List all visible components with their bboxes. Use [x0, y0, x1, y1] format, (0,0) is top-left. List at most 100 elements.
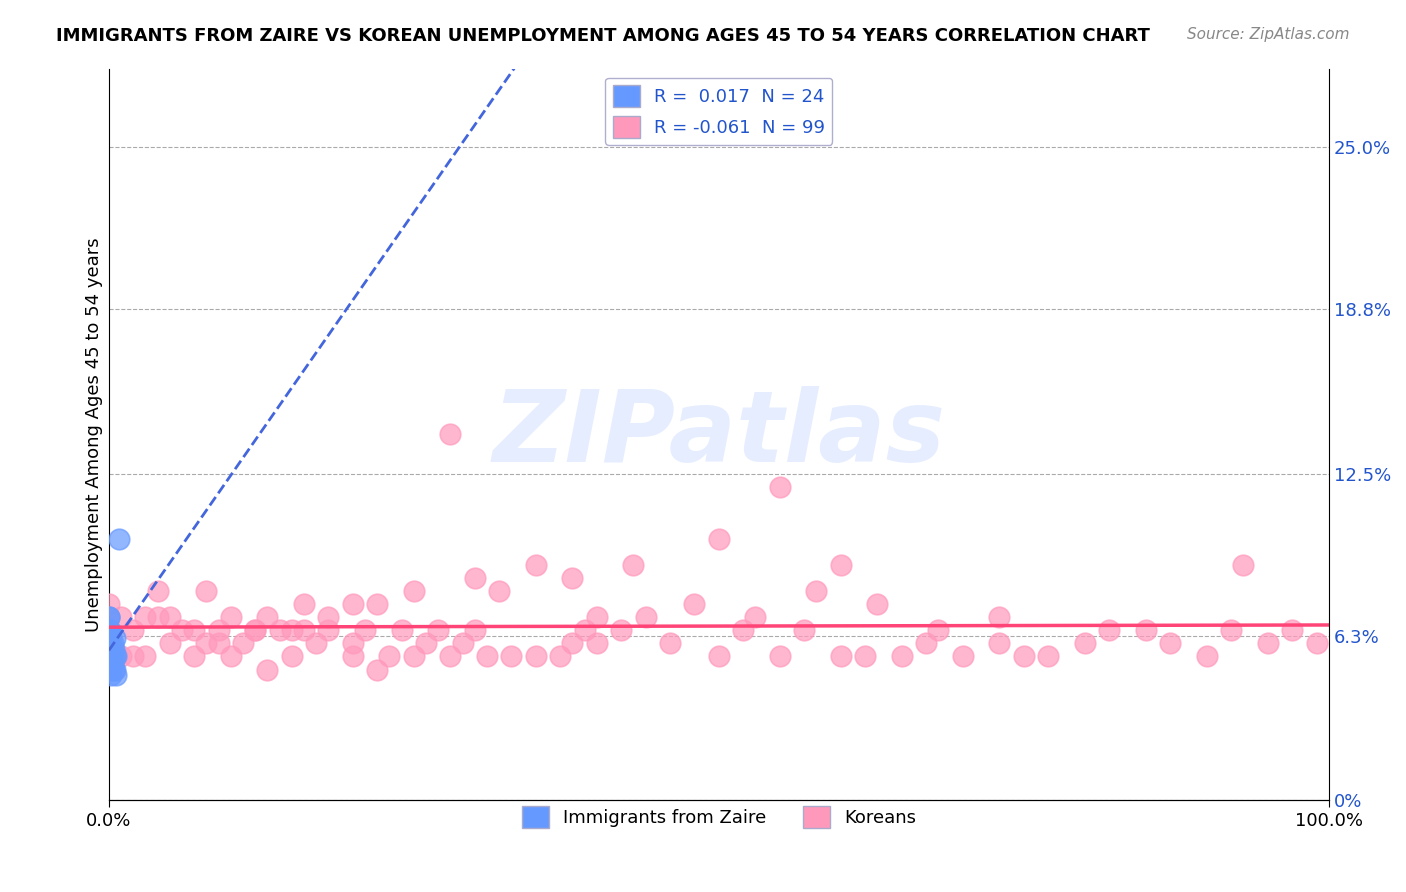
Immigrants from Zaire: [97, 610, 120, 624]
Koreans: [744, 610, 766, 624]
Koreans: [256, 663, 278, 677]
Koreans: [683, 597, 706, 611]
Immigrants from Zaire: [104, 649, 127, 664]
Koreans: [366, 597, 388, 611]
Koreans: [354, 624, 377, 638]
Immigrants from Zaire: [98, 624, 121, 638]
Immigrants from Zaire: [103, 663, 125, 677]
Immigrants from Zaire: [105, 667, 128, 681]
Koreans: [561, 636, 583, 650]
Immigrants from Zaire: [100, 667, 122, 681]
Koreans: [232, 636, 254, 650]
Koreans: [219, 649, 242, 664]
Koreans: [1281, 624, 1303, 638]
Text: IMMIGRANTS FROM ZAIRE VS KOREAN UNEMPLOYMENT AMONG AGES 45 TO 54 YEARS CORRELATI: IMMIGRANTS FROM ZAIRE VS KOREAN UNEMPLOY…: [56, 27, 1150, 45]
Koreans: [146, 584, 169, 599]
Koreans: [342, 636, 364, 650]
Legend: Immigrants from Zaire, Koreans: Immigrants from Zaire, Koreans: [515, 798, 924, 835]
Koreans: [122, 649, 145, 664]
Koreans: [183, 624, 205, 638]
Koreans: [342, 649, 364, 664]
Immigrants from Zaire: [103, 641, 125, 656]
Immigrants from Zaire: [101, 636, 124, 650]
Immigrants from Zaire: [100, 641, 122, 656]
Koreans: [134, 649, 156, 664]
Koreans: [245, 624, 267, 638]
Koreans: [402, 584, 425, 599]
Koreans: [159, 610, 181, 624]
Koreans: [1220, 624, 1243, 638]
Koreans: [659, 636, 682, 650]
Koreans: [586, 636, 609, 650]
Immigrants from Zaire: [100, 629, 122, 643]
Koreans: [183, 649, 205, 664]
Immigrants from Zaire: [98, 663, 121, 677]
Koreans: [952, 649, 974, 664]
Koreans: [890, 649, 912, 664]
Koreans: [292, 624, 315, 638]
Koreans: [707, 532, 730, 546]
Immigrants from Zaire: [98, 649, 121, 664]
Koreans: [634, 610, 657, 624]
Koreans: [464, 571, 486, 585]
Koreans: [281, 624, 304, 638]
Koreans: [318, 624, 340, 638]
Koreans: [97, 610, 120, 624]
Koreans: [866, 597, 889, 611]
Koreans: [110, 610, 132, 624]
Immigrants from Zaire: [100, 649, 122, 664]
Koreans: [927, 624, 949, 638]
Koreans: [318, 610, 340, 624]
Koreans: [195, 636, 218, 650]
Koreans: [219, 610, 242, 624]
Koreans: [195, 584, 218, 599]
Immigrants from Zaire: [101, 657, 124, 672]
Koreans: [769, 480, 792, 494]
Koreans: [97, 624, 120, 638]
Koreans: [402, 649, 425, 664]
Koreans: [1098, 624, 1121, 638]
Koreans: [475, 649, 498, 664]
Koreans: [988, 610, 1011, 624]
Immigrants from Zaire: [101, 649, 124, 664]
Koreans: [439, 649, 461, 664]
Koreans: [1012, 649, 1035, 664]
Koreans: [134, 610, 156, 624]
Immigrants from Zaire: [97, 624, 120, 638]
Koreans: [1232, 558, 1254, 572]
Text: ZIPatlas: ZIPatlas: [492, 386, 945, 483]
Immigrants from Zaire: [97, 636, 120, 650]
Koreans: [464, 624, 486, 638]
Koreans: [97, 636, 120, 650]
Koreans: [122, 624, 145, 638]
Koreans: [1074, 636, 1097, 650]
Koreans: [574, 624, 596, 638]
Koreans: [366, 663, 388, 677]
Koreans: [830, 649, 852, 664]
Koreans: [915, 636, 938, 650]
Koreans: [281, 649, 304, 664]
Koreans: [561, 571, 583, 585]
Koreans: [439, 427, 461, 442]
Koreans: [707, 649, 730, 664]
Koreans: [342, 597, 364, 611]
Immigrants from Zaire: [98, 636, 121, 650]
Text: Source: ZipAtlas.com: Source: ZipAtlas.com: [1187, 27, 1350, 42]
Koreans: [501, 649, 523, 664]
Koreans: [110, 649, 132, 664]
Koreans: [623, 558, 645, 572]
Koreans: [451, 636, 474, 650]
Koreans: [245, 624, 267, 638]
Koreans: [988, 636, 1011, 650]
Koreans: [427, 624, 450, 638]
Koreans: [830, 558, 852, 572]
Immigrants from Zaire: [97, 649, 120, 664]
Koreans: [1038, 649, 1060, 664]
Koreans: [1257, 636, 1279, 650]
Koreans: [146, 610, 169, 624]
Koreans: [586, 610, 609, 624]
Koreans: [208, 636, 231, 650]
Immigrants from Zaire: [104, 631, 127, 645]
Koreans: [524, 558, 547, 572]
Koreans: [793, 624, 815, 638]
